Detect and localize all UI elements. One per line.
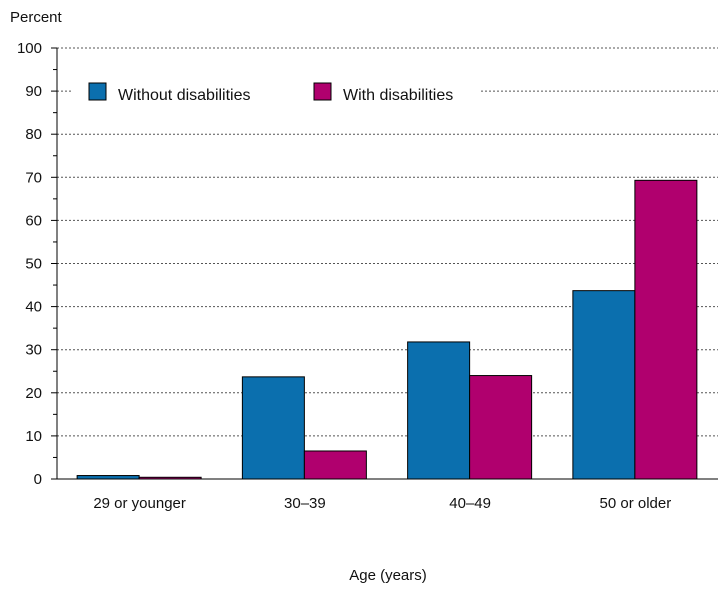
- legend-label-with-disabilities: With disabilities: [343, 87, 453, 104]
- y-tick-label-50: 50: [25, 256, 42, 273]
- legend-swatch-with-disabilities: [313, 82, 332, 101]
- y-tick-label-90: 90: [25, 83, 42, 100]
- y-tick-label-40: 40: [25, 299, 42, 316]
- bars: [76, 179, 698, 480]
- y-axis: 0 10 20 30 40 50 60 70 80 90 100: [17, 40, 58, 488]
- legend-label-without-disabilities: Without disabilities: [118, 87, 251, 104]
- x-axis: 29 or younger 30–39 40–49 50 or older: [57, 478, 718, 512]
- bar-without-disabilities-1: [241, 376, 305, 480]
- bar-with-disabilities-2: [469, 375, 533, 480]
- y-tick-label-100: 100: [17, 40, 42, 57]
- legend: Without disabilities With disabilities: [72, 80, 480, 108]
- x-tick-label-3: 50 or older: [600, 495, 672, 512]
- bar-with-disabilities-3: [634, 179, 698, 480]
- bar-with-disabilities-1: [303, 450, 367, 480]
- x-tick-label-0: 29 or younger: [93, 495, 186, 512]
- bar-without-disabilities-2: [407, 341, 471, 480]
- legend-swatch-without-disabilities: [88, 82, 107, 101]
- x-tick-label-1: 30–39: [284, 495, 326, 512]
- bar-without-disabilities-3: [572, 290, 636, 480]
- y-tick-label-10: 10: [25, 428, 42, 445]
- x-tick-label-2: 40–49: [449, 495, 491, 512]
- y-axis-title: Percent: [10, 9, 63, 26]
- y-tick-label-60: 60: [25, 212, 42, 229]
- y-tick-label-20: 20: [25, 385, 42, 402]
- bar-without-disabilities-0: [76, 475, 140, 480]
- y-tick-label-30: 30: [25, 342, 42, 359]
- y-tick-label-0: 0: [34, 471, 42, 488]
- y-tick-label-80: 80: [25, 126, 42, 143]
- y-tick-label-70: 70: [25, 169, 42, 186]
- x-axis-title: Age (years): [349, 567, 427, 584]
- legend-background: [72, 80, 480, 108]
